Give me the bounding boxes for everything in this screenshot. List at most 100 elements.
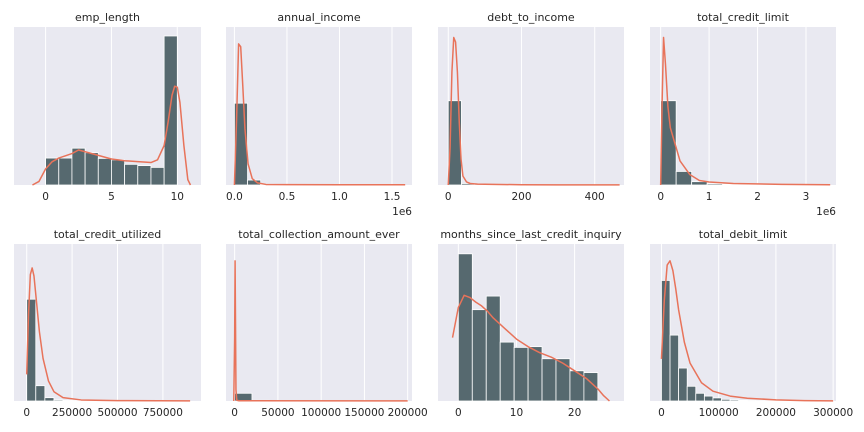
- histogram-bar: [499, 341, 515, 402]
- histogram-bar: [71, 147, 86, 186]
- histogram-bar: [753, 184, 770, 186]
- x-tick-label: 3: [803, 191, 810, 203]
- subplot-title: months_since_last_credit_inquiry: [440, 228, 622, 241]
- x-tick-label: 250000: [52, 407, 92, 419]
- subplot-months-since-last-credit-inquiry: 0 10 20 months_since_last_credit_inquiry: [438, 228, 624, 419]
- subplot-total-credit-limit: 0 1 2 3 total_credit_limit 1e6: [650, 11, 836, 218]
- histogram-bar: [71, 400, 82, 402]
- x-tick-label: 10: [510, 407, 523, 419]
- subplot-debt-to-income: 0 200 400 debt_to_income: [438, 11, 624, 203]
- subplot-title: emp_length: [75, 11, 140, 24]
- histogram-bar: [35, 385, 46, 402]
- axis-offset-text: 1e6: [392, 206, 412, 218]
- x-tick-label: 10: [171, 191, 184, 203]
- kde-curve: [32, 85, 192, 186]
- x-tick-label: 750000: [143, 407, 183, 419]
- histogram-bar: [124, 163, 139, 186]
- subplot-title: total_credit_utilized: [54, 228, 162, 241]
- kde-curve: [659, 36, 831, 186]
- x-tick-label: 1.0: [331, 191, 348, 203]
- kde-curve: [660, 260, 834, 402]
- histogram-bar: [97, 158, 112, 186]
- histogram-bar: [678, 367, 688, 402]
- histogram-bar: [137, 165, 152, 186]
- subplot-total-debit-limit: 0 100000 200000 300000 total_debit_limit: [650, 228, 853, 419]
- subplot-title: total_collection_amount_ever: [238, 228, 400, 241]
- histogram-bar: [527, 346, 543, 402]
- histogram-bar: [755, 400, 765, 402]
- subplot-title: annual_income: [277, 11, 360, 24]
- plot-area: [226, 244, 412, 401]
- subplot-total-credit-utilized: 0 250000 500000 750000 total_credit_utilized: [14, 228, 201, 419]
- x-tick-label: 100000: [699, 407, 739, 419]
- axis-offset-text: 1e6: [816, 206, 836, 218]
- histogram-bar: [712, 397, 722, 402]
- kde-curve: [447, 36, 620, 186]
- kde-curve: [451, 294, 610, 402]
- x-tick-label: 2: [754, 191, 761, 203]
- subplot-title: debt_to_income: [487, 11, 575, 24]
- histogram-bar: [150, 167, 165, 186]
- x-tick-label: 0.0: [226, 191, 243, 203]
- plot-area: [226, 27, 412, 185]
- x-tick-label: 200: [511, 191, 531, 203]
- kde-curve: [233, 43, 406, 186]
- x-tick-label: 20: [568, 407, 581, 419]
- x-tick-label: 0.5: [279, 191, 296, 203]
- x-tick-label: 150000: [344, 407, 384, 419]
- histogram-bar: [53, 399, 64, 402]
- histogram-bar: [737, 184, 755, 186]
- histogram-bar: [84, 152, 99, 186]
- x-tick-label: 0: [455, 407, 462, 419]
- histogram-bar: [44, 397, 55, 402]
- x-tick-label: 5: [108, 191, 115, 203]
- histogram-bar: [541, 358, 557, 402]
- histogram-bar: [746, 400, 757, 402]
- x-tick-label: 500000: [97, 407, 137, 419]
- x-tick-label: 200000: [388, 407, 428, 419]
- histogram-bar: [163, 35, 178, 186]
- plot-area: [438, 27, 624, 185]
- histogram-bar: [513, 347, 529, 402]
- x-tick-label: 50000: [261, 407, 294, 419]
- histogram-bar: [675, 171, 693, 186]
- subplot-emp-length: 0 5 10 emp_length: [14, 11, 201, 203]
- histogram-bar: [695, 392, 705, 402]
- histogram-bar: [686, 385, 697, 402]
- x-tick-label: 1.5: [384, 191, 401, 203]
- x-tick-label: 0: [658, 407, 665, 419]
- histogram-bar: [738, 399, 748, 402]
- histogram-bar: [721, 398, 731, 402]
- histogram-bar: [764, 400, 774, 402]
- plot-area: [650, 27, 836, 185]
- x-tick-label: 0: [42, 191, 49, 203]
- histogram-bar: [457, 253, 473, 402]
- x-tick-label: 0: [231, 407, 238, 419]
- histogram-bar: [62, 400, 73, 402]
- histogram-bar: [111, 159, 126, 186]
- x-tick-label: 0: [23, 407, 30, 419]
- histogram-bar: [471, 309, 487, 402]
- x-tick-label: 1: [706, 191, 713, 203]
- subplot-title: total_debit_limit: [699, 228, 788, 241]
- x-tick-label: 0: [657, 191, 664, 203]
- x-tick-label: 0: [445, 191, 452, 203]
- subplot-annual-income: 0.0 0.5 1.0 1.5 annual_income 1e6: [226, 11, 412, 218]
- x-tick-label: 200000: [756, 407, 796, 419]
- subplot-title: total_credit_limit: [697, 11, 789, 24]
- x-tick-label: 400: [585, 191, 605, 203]
- histogram-bar: [706, 183, 724, 186]
- histogram-bar: [722, 183, 739, 186]
- kde-curve: [233, 260, 408, 402]
- histogram-bar: [729, 399, 740, 402]
- histogram-bar: [669, 334, 680, 402]
- plot-area: [14, 244, 201, 401]
- x-tick-label: 100000: [301, 407, 341, 419]
- histogram-bar: [447, 100, 462, 186]
- histogram-bar: [58, 157, 73, 186]
- kde-curve: [25, 267, 191, 402]
- histogram-bar: [703, 395, 714, 402]
- histogram-bar: [691, 181, 708, 186]
- x-tick-label: 300000: [813, 407, 853, 419]
- histogram-bar: [555, 358, 571, 402]
